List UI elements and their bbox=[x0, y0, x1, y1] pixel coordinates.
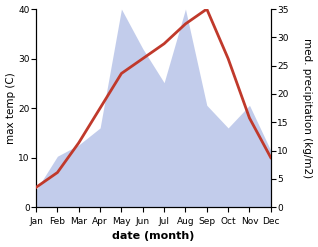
Y-axis label: med. precipitation (kg/m2): med. precipitation (kg/m2) bbox=[302, 38, 313, 178]
X-axis label: date (month): date (month) bbox=[112, 231, 195, 242]
Y-axis label: max temp (C): max temp (C) bbox=[5, 72, 16, 144]
